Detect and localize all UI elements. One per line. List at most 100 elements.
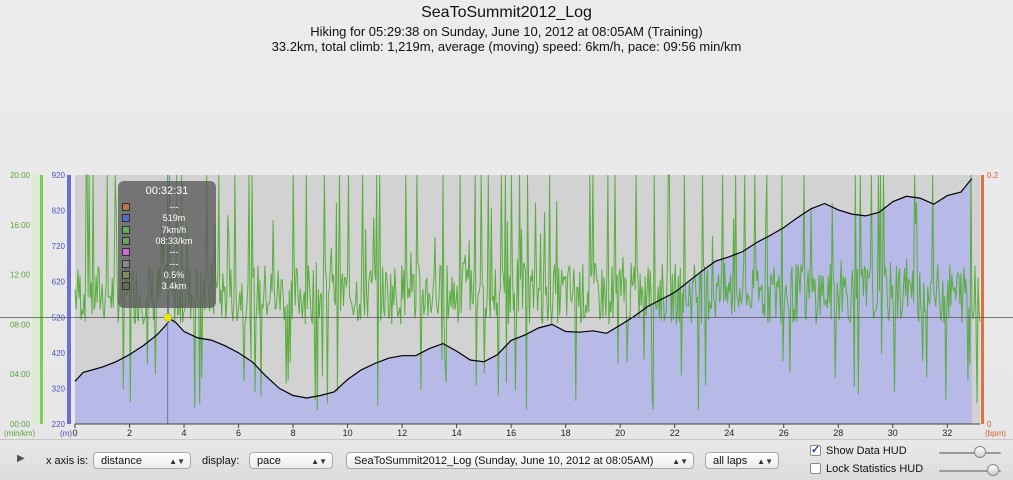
controls-bar: ▶ x axis is: distance ▲▼ display: pace ▲… [0,439,1013,480]
hud-value: 519m [162,213,186,224]
pace-tick-label: 16:00 [10,221,31,230]
hud-value: 7km/h [161,224,187,235]
x-tick-label: 20 [615,428,625,438]
updown-arrows-icon: ▲▼ [757,457,773,466]
x-tick-label: 10 [343,428,353,438]
altitude-tick-label: 420 [52,349,66,358]
x-tick-label: 2 [127,428,132,438]
altitude-tick-label: 320 [52,384,66,393]
pace-tick-label: 04:00 [10,370,31,379]
hud-opacity-slider-knob[interactable] [974,446,986,458]
x-tick-label: 22 [670,428,680,438]
altitude-tick-label: 520 [52,313,66,322]
hud-row: 7km/h [118,225,216,236]
display-select-value: pace [257,455,281,467]
pace-axis-band [32,175,42,424]
hud-value: 3.4km [161,281,187,292]
pace-unit-label: (min/km) [4,429,35,438]
altitude-tick-label: 620 [52,278,66,287]
laps-select[interactable]: all laps ▲▼ [705,452,779,469]
x-tick-label: 28 [833,428,843,438]
pace-tick-label: 08:00 [10,320,31,329]
pace-axis-bar [40,175,43,424]
x-tick-label: 16 [506,428,516,438]
x-tick-label: 14 [452,428,462,438]
altitude-unit-label: (m) [60,429,72,438]
updown-arrows-icon: ▲▼ [672,457,688,466]
laps-select-value: all laps [713,455,748,467]
hud-row: --- [118,202,216,213]
hud-swatch [122,203,130,211]
altitude-tick-label: 920 [52,171,66,180]
x-tick-label: 8 [291,428,296,438]
hud-row: 519m [118,213,216,224]
hud-value: --- [169,258,179,269]
hud-swatch [122,282,130,291]
hud-value: --- [169,247,179,258]
hud-row: 08:33/km [118,236,216,247]
altitude-line [74,178,973,399]
display-label: display: [202,455,240,467]
x-axis-label: x axis is: [46,455,89,467]
hud-swatch [122,225,130,234]
altitude-tick-label: 720 [52,242,66,251]
hud-time: 00:32:31 [145,185,189,197]
x-tick-label: 6 [236,428,241,438]
hud-value: --- [169,202,179,212]
show-hud-label: Show Data HUD [826,445,907,457]
x-tick-label: 12 [397,428,407,438]
display-select[interactable]: pace ▲▼ [249,452,333,469]
x-tick-label: 18 [561,428,571,438]
hud-swatch [122,270,130,279]
updown-arrows-icon: ▲▼ [169,457,185,466]
activity-select-value: SeaToSummit2012_Log (Sunday, June 10, 20… [354,455,654,467]
x-axis-select[interactable]: distance ▲▼ [93,452,191,469]
hud-swatch [122,248,130,257]
hud-value: 08:33/km [155,235,193,246]
stats-opacity-slider-knob[interactable] [987,464,999,476]
profile-chart[interactable]: 00:0004:0008:0012:0016:0020:002203204205… [0,160,1013,439]
x-axis-select-value: distance [101,455,142,467]
hud-value: 0.5% [163,269,185,280]
checkmark-icon: ✓ [811,444,821,456]
hud-swatch [122,236,130,245]
hud-swatch [122,214,130,223]
lock-stats-label: Lock Statistics HUD [826,463,924,475]
hud-row: --- [118,247,216,258]
x-tick-label: 4 [182,428,187,438]
x-tick-label: 24 [724,428,734,438]
altitude-tick-label: 220 [52,420,66,429]
hud-row: 3.4km [118,281,216,292]
pace-tick-label: 20:00 [10,171,31,180]
x-tick-label: 30 [888,428,898,438]
altitude-tick-label: 820 [52,207,66,216]
hud-row: 0.5% [118,270,216,281]
stats-opacity-slider[interactable] [939,470,1001,472]
pace-tick-label: 12:00 [10,271,31,280]
hud-opacity-slider[interactable] [939,452,1001,454]
show-hud-checkbox[interactable]: ✓ [810,445,821,456]
altitude-axis-bar [67,175,71,424]
heart-rate-tick-label: 0 [987,420,992,429]
activity-summary-line-1: Hiking for 05:29:38 on Sunday, June 10, … [310,24,703,39]
play-triangle-icon[interactable]: ▶ [17,453,25,464]
cursor-dot [163,313,172,322]
chart-title: SeaToSummit2012_Log [421,4,592,21]
pace-tick-label: 00:00 [10,420,31,429]
hud-swatch [122,259,130,268]
altitude-area [75,178,972,424]
pace-line [74,174,981,411]
data-hud: 00:32:31 --- 519m 7km/h 08:33/km --- --- 0.5% 3… [118,181,216,308]
lock-stats-checkbox[interactable] [810,463,821,474]
x-tick-label: 26 [779,428,789,438]
updown-arrows-icon: ▲▼ [311,457,327,466]
hud-row: --- [118,259,216,270]
heart-rate-tick-label: 0.2 [987,171,999,180]
heart-rate-unit-label: (bpm) [985,429,1006,438]
heart-rate-axis-bar [981,175,984,424]
activity-summary-line-2: 33.2km, total climb: 1,219m, average (mo… [271,39,742,54]
x-tick-label: 0 [72,428,77,438]
activity-select[interactable]: SeaToSummit2012_Log (Sunday, June 10, 20… [346,452,694,469]
x-tick-label: 32 [942,428,952,438]
